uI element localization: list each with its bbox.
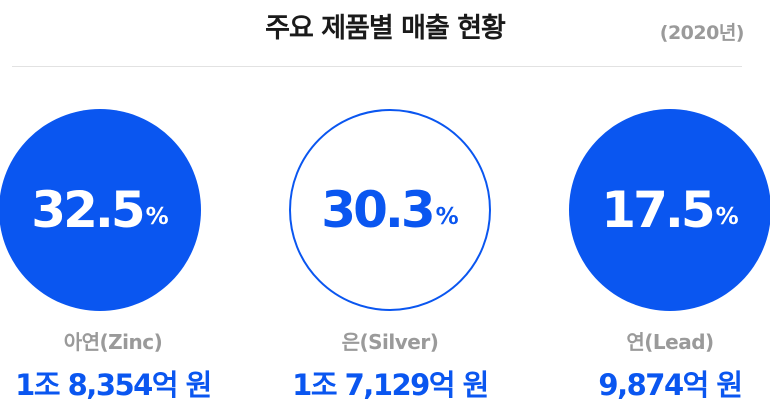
percent-circle: 32.5% <box>0 109 201 311</box>
percent-unit: % <box>145 204 169 230</box>
revenue-amount: 1조 8,354억 원 <box>15 368 212 402</box>
product-item-silver: 30.3% 은(Silver) 1조 7,129억 원 <box>265 0 515 409</box>
percent-unit: % <box>435 204 459 230</box>
percent-value: 32.5 <box>31 181 145 239</box>
product-label: 연(Lead) <box>626 330 714 354</box>
header-divider <box>12 66 742 67</box>
product-label: 은(Silver) <box>341 330 439 354</box>
percent-unit: % <box>715 204 739 230</box>
year-label: (2020년) <box>659 22 745 44</box>
percent-value: 30.3 <box>321 181 435 239</box>
product-item-lead: 17.5% 연(Lead) 9,874억 원 <box>545 0 770 409</box>
percent-value: 17.5 <box>601 181 715 239</box>
percent-circle: 30.3% <box>289 109 491 311</box>
revenue-amount: 1조 7,129억 원 <box>292 368 489 402</box>
product-label: 아연(Zinc) <box>63 330 163 354</box>
chart-title: 주요 제품별 매출 현황 <box>265 13 506 44</box>
product-item-zinc: 32.5% 아연(Zinc) 1조 8,354억 원 <box>0 0 238 409</box>
percent-circle: 17.5% <box>569 109 770 311</box>
revenue-amount: 9,874억 원 <box>598 368 743 402</box>
